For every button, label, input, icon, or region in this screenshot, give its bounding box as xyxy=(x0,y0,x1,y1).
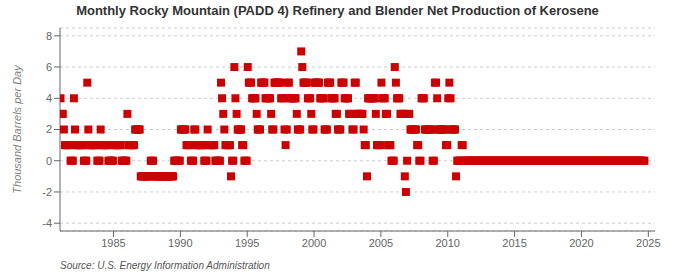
html-text:Source: U.S. Energy Informatio: Source: U.S. Energy Information Administ… xyxy=(60,260,270,271)
svg-text:1985: 1985 xyxy=(101,237,125,249)
svg-text:-4: -4 xyxy=(42,217,52,229)
svg-text:0: 0 xyxy=(46,155,52,167)
svg-text:1990: 1990 xyxy=(168,237,192,249)
svg-text:Thousand Barrels per Day: Thousand Barrels per Day xyxy=(11,64,23,194)
html-text:Monthly Rocky Mountain (PADD 4: Monthly Rocky Mountain (PADD 4) Refinery… xyxy=(76,3,599,18)
svg-text:2: 2 xyxy=(46,123,52,135)
svg-text:6: 6 xyxy=(46,61,52,73)
svg-text:8: 8 xyxy=(46,30,52,42)
svg-text:2020: 2020 xyxy=(569,237,593,249)
svg-text:-2: -2 xyxy=(42,186,52,198)
svg-text:2010: 2010 xyxy=(436,237,460,249)
svg-text:2015: 2015 xyxy=(502,237,526,249)
svg-text:4: 4 xyxy=(46,92,52,104)
svg-text:2025: 2025 xyxy=(636,237,660,249)
svg-text:1995: 1995 xyxy=(235,237,259,249)
svg-text:2000: 2000 xyxy=(302,237,326,249)
svg-text:2005: 2005 xyxy=(369,237,393,249)
